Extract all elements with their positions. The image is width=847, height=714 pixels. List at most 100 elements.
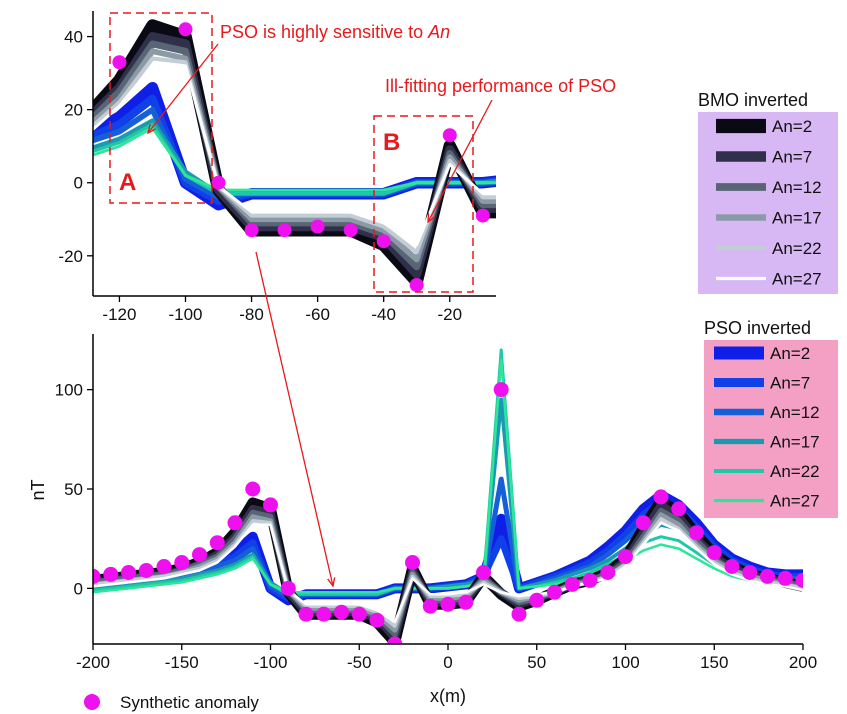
main-synthetic-point <box>103 566 119 582</box>
inset-synthetic-point <box>343 223 358 238</box>
main-x-tick-label: 0 <box>443 653 452 672</box>
box-a <box>109 12 213 204</box>
main-synthetic-point <box>192 547 207 563</box>
inset-x-tick-label: -40 <box>371 305 396 324</box>
main-synthetic-point <box>174 555 190 570</box>
pso-legend-label-1: An=7 <box>770 374 810 393</box>
synthetic-legend-label: Synthetic anomaly <box>120 693 259 712</box>
inset-x-tick-label: -20 <box>437 305 462 324</box>
main-synthetic-point <box>422 598 438 614</box>
main-synthetic-point <box>351 606 367 622</box>
main-synthetic-point <box>653 489 669 505</box>
main-synthetic-point <box>582 572 598 588</box>
bmo-legend: An=2 An=7 An=12 An=17 An=22 An=27 <box>716 117 822 289</box>
main-synthetic-point <box>618 549 633 565</box>
inset-x-tick-label: -80 <box>239 305 264 324</box>
main-y-tick-label: 100 <box>55 381 83 400</box>
pso-legend-title: PSO inverted <box>704 318 811 338</box>
inset-ticks: -120 -100 -80 -60 -40 -20 -20 0 20 40 <box>58 28 462 324</box>
bmo-legend-box <box>698 112 838 294</box>
inset-synthetic-point <box>244 223 259 238</box>
bmo-legend-title: BMO inverted <box>698 90 808 110</box>
bmo-legend-label-2: An=12 <box>772 178 822 197</box>
main-synthetic-point <box>316 606 332 622</box>
main-synthetic-point <box>387 636 403 644</box>
annotation-ill-fitting-arrow <box>428 99 493 222</box>
main-synthetic-point <box>547 584 562 600</box>
main-synthetic-points <box>93 382 803 644</box>
main-synthetic-point <box>334 604 349 620</box>
main-synthetic-point <box>209 535 225 551</box>
main-x-tick-label: 150 <box>700 653 728 672</box>
main-synthetic-point <box>263 497 278 513</box>
pso-legend-label-5: An=27 <box>770 492 820 511</box>
main-synthetic-point <box>298 606 314 622</box>
main-x-tick-label: -100 <box>253 653 287 672</box>
main-synthetic-point <box>689 525 704 541</box>
inset-synthetic-point <box>475 208 490 223</box>
main-synthetic-point <box>760 568 775 584</box>
main-synthetic-point <box>742 565 758 580</box>
main-synthetic-point <box>493 382 509 398</box>
main-synthetic-point <box>600 565 616 580</box>
main-bmo-line-5 <box>93 521 803 624</box>
main-x-tick-label: 100 <box>611 653 639 672</box>
bmo-legend-label-1: An=7 <box>772 148 812 167</box>
pso-legend-box <box>704 340 838 518</box>
main-x-tick-label: -200 <box>76 653 110 672</box>
inset-synthetic-point <box>277 223 292 238</box>
main-bmo-line-4 <box>93 517 803 628</box>
main-plot: -200 -150 -100 -50 0 50 100 150 200 0 50 100 x(m) n… <box>28 334 817 706</box>
annotation-sensitive: PSO is highly sensitive to An <box>220 22 450 42</box>
main-y-tick-label: 0 <box>74 579 83 598</box>
main-synthetic-point <box>458 594 474 610</box>
bmo-legend-label-3: An=17 <box>772 209 822 228</box>
main-x-tick-label: 50 <box>527 653 546 672</box>
main-synthetic-point <box>777 570 793 586</box>
synthetic-legend-marker <box>84 694 100 710</box>
main-synthetic-point <box>476 565 491 580</box>
annotation-sensitive-italic: An <box>427 22 450 42</box>
inset-synthetic-point <box>442 128 457 143</box>
main-synthetic-point <box>529 592 545 608</box>
inset-x-tick-label: -60 <box>305 305 330 324</box>
main-x-tick-label: 200 <box>789 653 817 672</box>
pso-legend-label-2: An=12 <box>770 403 820 422</box>
pso-legend-label-0: An=2 <box>770 344 810 363</box>
main-synthetic-point <box>369 612 385 628</box>
main-synthetic-point <box>511 606 527 622</box>
bmo-legend-label-0: An=2 <box>772 117 812 136</box>
zoom-connector-arrow <box>255 251 333 586</box>
main-synthetic-point <box>440 596 456 612</box>
box-a-label: A <box>119 169 136 196</box>
main-synthetic-point <box>706 545 722 561</box>
x-axis-title: x(m) <box>430 686 466 706</box>
main-x-tick-label: -50 <box>347 653 372 672</box>
main-synthetic-point <box>227 515 243 531</box>
main-synthetic-point <box>795 572 803 588</box>
inset-synthetic-point <box>211 175 226 190</box>
inset-synthetic-point <box>409 278 424 292</box>
inset-plot: -120 -100 -80 -60 -40 -20 -20 0 20 40 A B PSO is … <box>58 0 616 324</box>
main-y-tick-label: 50 <box>64 480 83 499</box>
y-axis-title: nT <box>28 479 48 500</box>
inset-y-tick-label: 0 <box>74 174 83 193</box>
inset-x-tick-label: -120 <box>102 305 136 324</box>
inset-y-tick-label: 20 <box>64 101 83 120</box>
main-synthetic-point <box>724 559 740 574</box>
bmo-legend-label-5: An=27 <box>772 270 822 289</box>
main-ticks: -200 -150 -100 -50 0 50 100 150 200 0 50 100 <box>55 381 818 672</box>
inset-synthetic-point <box>146 0 160 7</box>
inset-synthetic-point <box>112 55 127 70</box>
pso-legend-label-3: An=17 <box>770 433 820 452</box>
main-synthetic-point <box>280 580 296 596</box>
main-synthetic-point <box>138 563 154 578</box>
inset-synthetic-points <box>112 0 490 292</box>
pso-legend-label-4: An=22 <box>770 462 820 481</box>
inset-synthetic-point <box>376 234 391 249</box>
inset-y-tick-label: 40 <box>64 28 83 47</box>
inset-x-tick-label: -100 <box>168 305 202 324</box>
annotation-sensitive-text: PSO is highly sensitive to <box>220 22 428 42</box>
inset-synthetic-point <box>310 219 325 234</box>
